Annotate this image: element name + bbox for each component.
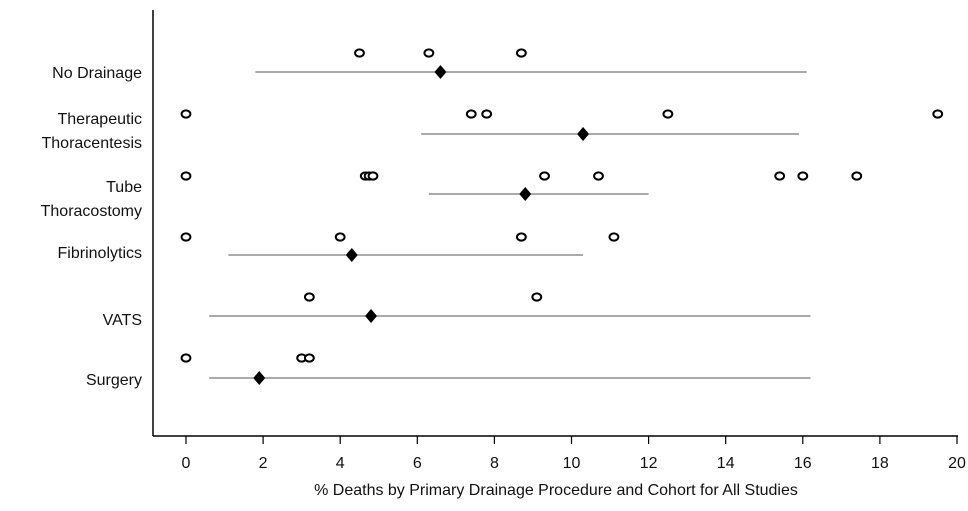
category-group: Therapeutic Thoracentesis xyxy=(42,109,944,152)
cohort-point xyxy=(354,48,365,58)
axes xyxy=(152,10,958,437)
cohort-point xyxy=(334,232,346,242)
category-group: No Drainage xyxy=(52,48,807,82)
category-label: Therapeutic xyxy=(58,111,143,128)
cohort-point xyxy=(180,171,192,181)
x-ticks: 0 2 4 6 8 10 12 14 16 18 20 xyxy=(182,436,966,472)
cohort-point xyxy=(932,109,944,119)
cohort-point xyxy=(180,232,192,242)
x-tick-label: 20 xyxy=(948,455,966,472)
mean-marker xyxy=(577,127,590,141)
cohort-point xyxy=(481,109,493,119)
category-label: Fibrinolytics xyxy=(58,245,142,262)
cohort-point xyxy=(180,353,192,363)
category-label: No Drainage xyxy=(52,65,142,82)
cohort-point xyxy=(797,171,809,181)
x-tick-label: 8 xyxy=(490,455,499,472)
mean-marker xyxy=(519,187,532,201)
cohort-point xyxy=(423,48,435,58)
cohort-point xyxy=(539,171,550,181)
category-group: Tube Thoracostomy xyxy=(41,171,863,220)
cohort-point xyxy=(593,171,604,181)
category-group: VATS xyxy=(103,292,811,329)
cohort-point xyxy=(774,171,786,181)
cohort-point xyxy=(851,171,863,181)
mean-marker xyxy=(253,371,266,385)
category-group: Surgery xyxy=(86,353,811,389)
x-tick-label: 12 xyxy=(640,455,658,472)
x-tick-label: 14 xyxy=(717,455,735,472)
category-label: Thoracentesis xyxy=(42,135,143,152)
category-label: Thoracostomy xyxy=(41,203,142,220)
category-label: Tube xyxy=(106,179,142,196)
x-tick-label: 4 xyxy=(336,455,345,472)
cohort-point xyxy=(367,171,379,181)
cohort-point xyxy=(515,48,527,58)
cohort-point xyxy=(515,232,527,242)
cohort-point xyxy=(303,353,315,363)
x-tick-label: 0 xyxy=(182,455,191,472)
cohort-point xyxy=(465,109,477,119)
category-group: Fibrinolytics xyxy=(58,232,620,262)
cohort-point xyxy=(180,109,192,119)
category-label: Surgery xyxy=(86,372,142,389)
x-tick-label: 10 xyxy=(563,455,581,472)
x-tick-label: 16 xyxy=(794,455,812,472)
cohort-point xyxy=(608,232,620,242)
x-axis-title: % Deaths by Primary Drainage Procedure a… xyxy=(314,482,798,499)
cohort-point xyxy=(303,292,315,302)
x-tick-label: 2 xyxy=(259,455,268,472)
cohort-point xyxy=(662,109,674,119)
x-tick-label: 6 xyxy=(413,455,422,472)
cohort-point xyxy=(531,292,543,302)
categories: No DrainageTherapeuticThoracentesisTubeT… xyxy=(41,48,944,389)
mean-marker xyxy=(434,65,447,79)
mean-marker xyxy=(365,309,378,323)
mean-marker xyxy=(345,248,358,262)
x-tick-label: 18 xyxy=(871,455,889,472)
category-label: VATS xyxy=(103,312,142,329)
